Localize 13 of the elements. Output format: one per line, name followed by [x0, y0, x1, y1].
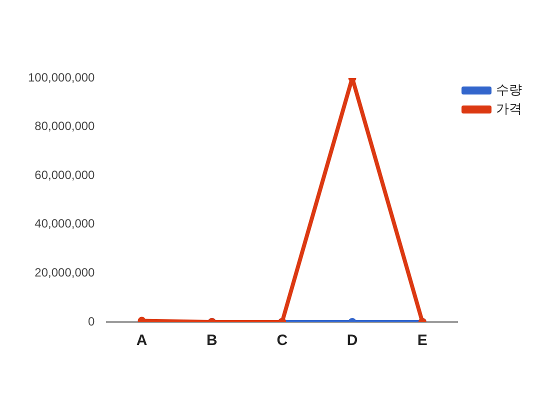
x-tick-label: E: [417, 332, 428, 350]
x-tick-label: B: [206, 332, 218, 350]
y-tick-label: 0: [88, 314, 96, 328]
y-tick-label: 20,000,000: [34, 266, 96, 280]
legend-label: 가격: [496, 101, 522, 116]
x-tick-label: C: [276, 332, 288, 350]
x-tick-label: D: [346, 332, 358, 350]
y-tick-label: 100,000,000: [28, 70, 96, 84]
y-tick-label: 40,000,000: [34, 216, 96, 231]
y-tick-label: 80,000,000: [34, 119, 96, 134]
legend-label: 수량: [496, 82, 522, 98]
x-tick-label: A: [136, 332, 148, 350]
y-tick-label: 60,000,000: [34, 168, 96, 182]
